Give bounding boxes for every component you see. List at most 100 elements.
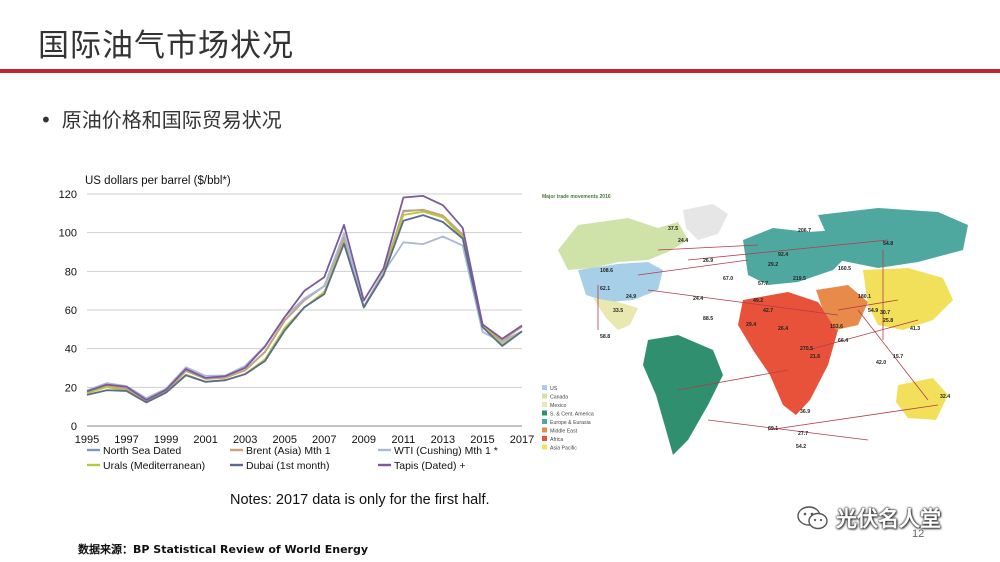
watermark-text: 光伏名人堂 — [836, 507, 941, 531]
x-tick-label: 2003 — [233, 434, 257, 446]
greenland-region — [683, 204, 728, 240]
series-line-1 — [86, 208, 523, 403]
oil-price-chart: US dollars per barrel ($/bbl*) 0 20 40 60 80… — [59, 175, 535, 472]
flow-label: 92.4 — [778, 252, 788, 258]
europe-region — [743, 228, 853, 285]
trade-flow-lines — [597, 239, 939, 441]
map-legend-label: Middle East — [550, 429, 578, 435]
bullet-text: 原油价格和国际贸易状况 — [61, 108, 282, 132]
chart-note: Notes: 2017 data is only for the first h… — [230, 492, 490, 508]
flow-label: 27.7 — [798, 431, 808, 437]
legend-label-5: Tapis (Dated) + — [394, 460, 466, 472]
map-legend-label: S. & Cent. America — [550, 412, 594, 418]
wechat-icon — [797, 506, 828, 530]
bullet-dot-icon: • — [40, 108, 52, 132]
map-legend-swatch — [542, 393, 547, 399]
flow-label: 160.5 — [838, 266, 851, 272]
title-divider — [0, 69, 1000, 73]
flow-label: 153.6 — [830, 324, 843, 330]
chart-y-axis-label: US dollars per barrel ($/bbl*) — [85, 175, 231, 187]
flow-label: 206.7 — [798, 228, 811, 234]
flow-label: 30.7 — [880, 310, 890, 316]
legend-label-0: North Sea Dated — [103, 445, 181, 457]
y-tick-label: 100 — [59, 228, 77, 240]
flow-label: 29.4 — [746, 322, 756, 328]
flow-label: 25.8 — [883, 318, 893, 324]
flow-label: 54.9 — [868, 308, 878, 314]
flow-label: 42.7 — [763, 308, 773, 314]
map-flow-labels: 37.5 206.7 24.4 54.8 26.9 29.2 108.6 92.4 57.7 67… — [600, 226, 950, 450]
x-tick-label: 1999 — [154, 434, 178, 446]
flow-label: 219.5 — [793, 276, 806, 282]
x-tick-label: 1995 — [75, 434, 99, 446]
y-tick-label: 120 — [59, 189, 77, 201]
africa-region — [738, 292, 838, 415]
flow-label: 15.7 — [893, 354, 903, 360]
flow-label: 180.1 — [858, 294, 871, 300]
map-legend-swatch — [542, 444, 547, 450]
map-legend-label: US — [550, 386, 558, 392]
middle-east-region — [816, 285, 868, 330]
flow-label: 33.5 — [613, 308, 623, 314]
flow-label: 67.0 — [723, 276, 733, 282]
flow-label: 24.4 — [693, 296, 703, 302]
flow-label: 36.9 — [800, 409, 810, 415]
legend-label-2: WTI (Cushing) Mth 1 * — [394, 445, 498, 457]
flow-label: 21.6 — [810, 354, 820, 360]
y-tick-label: 80 — [65, 266, 77, 278]
south-america-region — [643, 335, 723, 455]
slide-title: 国际油气市场状况 — [38, 28, 294, 64]
watermark: 光伏名人堂 — [796, 503, 941, 533]
flow-label: 69.1 — [768, 426, 778, 432]
map-legend: US Canada Mexico S. & Cent. America Europe &… — [542, 385, 594, 452]
x-tick-label: 2013 — [431, 434, 455, 446]
x-tick-label: 2015 — [470, 434, 494, 446]
trade-movements-map: Major trade movements 2016 37.5 206.7 24.4… — [538, 190, 978, 480]
series-line-4 — [86, 214, 523, 404]
y-tick-label: 0 — [71, 421, 77, 433]
flow-label: 62.1 — [600, 286, 610, 292]
legend-label-3: Urals (Mediterranean) — [103, 460, 205, 472]
mexico-region — [593, 298, 638, 330]
map-legend-label: Mexico — [550, 403, 567, 409]
map-legend-swatch — [542, 436, 547, 441]
x-tick-label: 2009 — [352, 434, 376, 446]
flow-label: 270.5 — [800, 346, 813, 352]
map-legend-swatch — [542, 419, 547, 424]
flow-label: 58.8 — [600, 334, 610, 340]
series-line-5 — [86, 194, 523, 401]
x-tick-label: 2007 — [312, 434, 336, 446]
map-legend-swatch — [542, 402, 547, 407]
flow-label: 54.8 — [883, 241, 893, 247]
chart-x-ticks: 1995 1997 1999 2001 2003 2005 2007 2009 2011 2013… — [75, 434, 534, 446]
flow-label: 37.5 — [668, 226, 678, 232]
series-line-0 — [86, 209, 523, 403]
map-legend-label: Africa — [550, 437, 563, 443]
map-legend-label: Canada — [550, 395, 568, 401]
page-number: 12 — [912, 528, 925, 540]
x-tick-label: 2017 — [510, 434, 534, 446]
bullet-item: • 原油价格和国际贸易状况 — [40, 104, 282, 133]
series-line-2 — [86, 232, 523, 400]
flow-label: 66.4 — [838, 338, 848, 344]
flow-label: 26.4 — [778, 326, 788, 332]
legend-label-1: Brent (Asia) Mth 1 — [246, 445, 331, 457]
flow-label: 24.9 — [626, 294, 636, 300]
eurasia-region — [818, 208, 968, 268]
map-legend-label: Asia Pacific — [550, 446, 577, 452]
asia-region — [863, 268, 953, 330]
flow-label: 49.2 — [753, 298, 763, 304]
x-tick-label: 2005 — [272, 434, 296, 446]
canada-region — [558, 218, 688, 270]
y-tick-label: 40 — [65, 344, 77, 356]
y-tick-label: 20 — [65, 382, 77, 394]
map-legend-swatch — [542, 427, 547, 433]
chart-gridlines — [87, 193, 522, 427]
data-source: 数据来源：BP Statistical Review of World Ener… — [78, 543, 368, 556]
chart-legend: North Sea Dated Brent (Asia) Mth 1 WTI (Cu… — [87, 445, 498, 472]
map-legend-swatch — [542, 410, 547, 416]
map-legend-label: Europe & Eurasia — [550, 420, 591, 426]
flow-label: 32.4 — [940, 394, 950, 400]
chart-y-ticks: 0 20 40 60 80 100 120 — [59, 189, 77, 433]
flow-label: 29.2 — [768, 262, 778, 268]
